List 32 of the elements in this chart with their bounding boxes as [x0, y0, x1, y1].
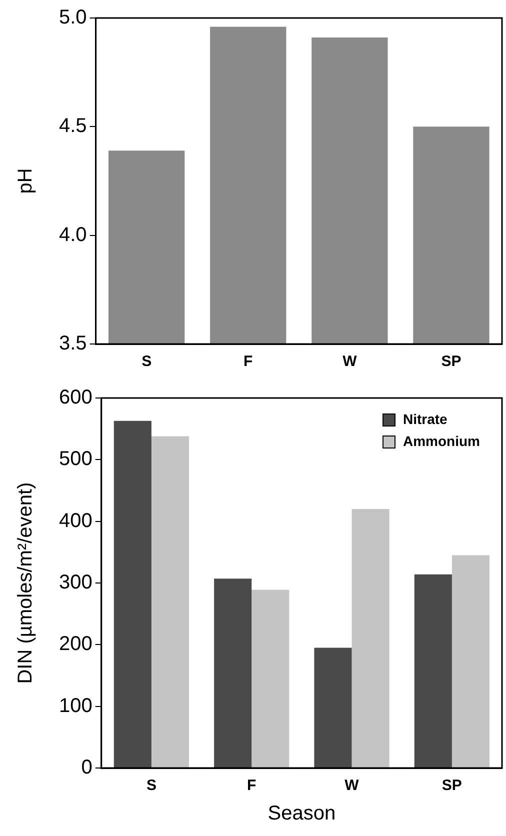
x-tick-label: S: [142, 353, 152, 370]
x-tick-label: SP: [441, 353, 462, 370]
bar: [214, 578, 252, 768]
y-tick-label: 0: [81, 756, 92, 779]
y-tick-label: 600: [58, 386, 92, 409]
x-tick-label: W: [342, 353, 358, 370]
y-tick-label: 300: [58, 572, 92, 594]
bar: [114, 420, 152, 768]
y-tick-label: 3.5: [58, 332, 87, 355]
y-tick-label: 4.0: [58, 224, 87, 246]
x-tick-label: SP: [442, 777, 462, 794]
bar: [252, 590, 290, 768]
x-tick-label: F: [247, 777, 256, 794]
y-tick-label: 5.0: [58, 6, 87, 29]
y-tick-label: 400: [58, 510, 92, 532]
bar: [352, 509, 390, 768]
bar: [151, 436, 190, 768]
y-tick-label: 4.5: [58, 115, 87, 138]
x-axis-title: Season: [268, 802, 336, 825]
y-axis-title: DIN (µmoles/m²/event): [14, 482, 37, 684]
y-tick-label: 100: [58, 694, 92, 717]
x-tick-label: S: [146, 777, 156, 794]
bar: [414, 574, 452, 768]
x-tick-label: F: [244, 353, 253, 370]
bar: [314, 648, 352, 768]
y-tick-label: 200: [58, 633, 92, 656]
x-tick-label: W: [344, 777, 360, 794]
legend-label: Ammonium: [403, 432, 480, 449]
legend-label: Nitrate: [403, 410, 448, 427]
bar: [452, 555, 490, 768]
y-axis-title: pH: [14, 168, 37, 194]
y-tick-label: 500: [58, 448, 92, 470]
